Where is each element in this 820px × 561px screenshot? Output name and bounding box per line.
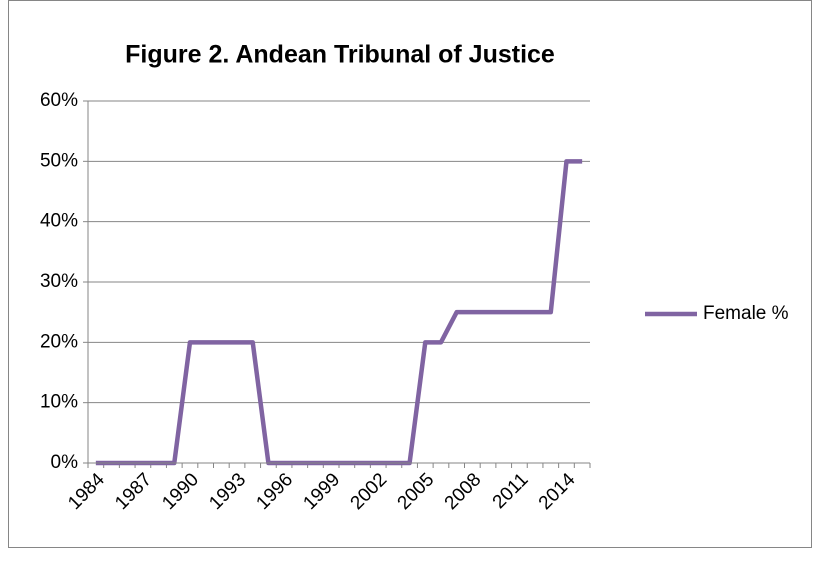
- y-tick-label: 60%: [40, 90, 78, 111]
- y-tick-label: 50%: [40, 150, 78, 171]
- y-tick-label: 10%: [40, 392, 78, 413]
- y-tick-label: 40%: [40, 211, 78, 232]
- chart-frame: [8, 0, 812, 548]
- y-tick-label: 30%: [40, 271, 78, 292]
- legend-label: Female %: [703, 303, 789, 324]
- chart-title: Figure 2. Andean Tribunal of Justice: [125, 41, 555, 69]
- y-tick-label: 0%: [51, 452, 79, 473]
- y-tick-label: 20%: [40, 331, 78, 352]
